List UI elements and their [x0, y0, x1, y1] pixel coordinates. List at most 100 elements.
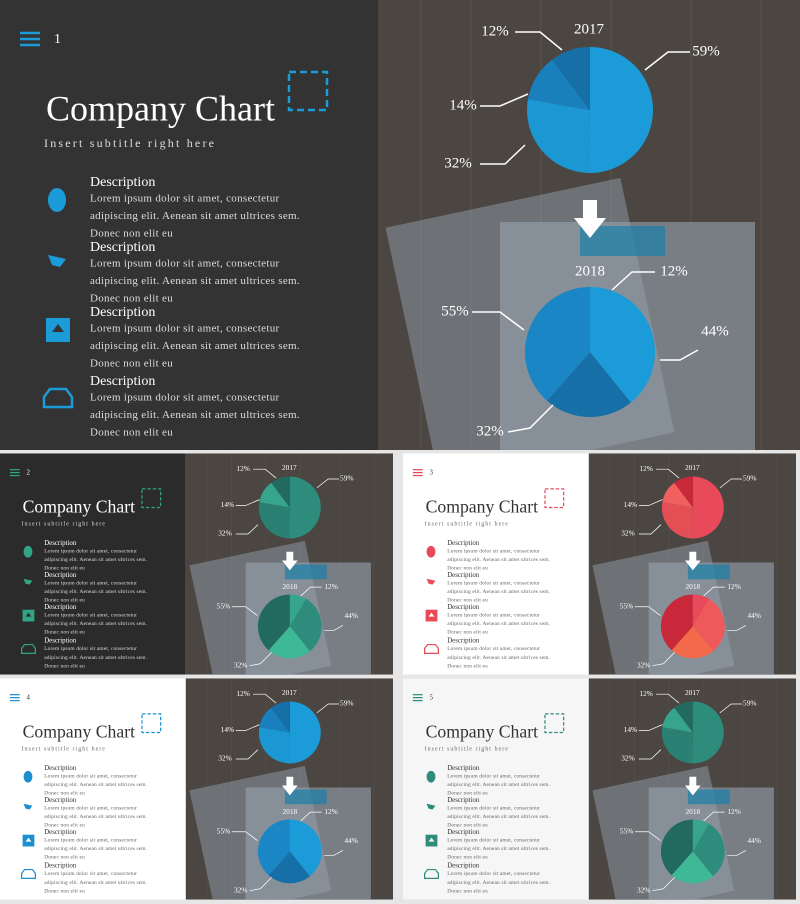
flag-icon — [426, 803, 436, 814]
item-heading: Description — [44, 829, 77, 836]
pie-slice — [661, 502, 693, 539]
pie-slice — [527, 59, 590, 110]
wood-grain — [776, 678, 778, 900]
pie-title: 2018 — [685, 807, 700, 816]
pie-title: 2017 — [282, 463, 297, 472]
item-heading: Description — [44, 604, 77, 611]
leader-line — [324, 625, 344, 631]
pie-label: 12% — [660, 263, 688, 279]
pie-slice — [674, 701, 693, 733]
pie-label: 12% — [727, 582, 741, 591]
item-text: Lorem ipsum dolor sit amet, consectetur — [44, 773, 137, 779]
item-text: adipiscing elit. Aenean sit amet ultrice… — [447, 880, 550, 886]
flag-icon — [426, 578, 436, 589]
pie-label: 12% — [324, 807, 338, 816]
slide-title: Company Chart — [426, 722, 538, 742]
pie-label: 59% — [743, 474, 757, 483]
leader-line — [480, 93, 529, 107]
pie-title: 2018 — [282, 582, 297, 591]
pie-slice — [590, 295, 655, 403]
item-text: Donec non elit eu — [44, 888, 85, 894]
slide: 2 Company Chart Insert subtitle right here… — [0, 453, 393, 675]
leader-line — [655, 468, 680, 479]
item-text: Lorem ipsum dolor sit amet, consectetur — [447, 646, 540, 652]
pie-label: 32% — [621, 529, 635, 538]
pie-label: 32% — [637, 885, 651, 894]
leader-line — [316, 478, 339, 489]
pie-label: 55% — [217, 826, 231, 835]
item-text: adipiscing elit. Aenean sit amet ultrice… — [447, 557, 550, 563]
tray-icon — [424, 868, 439, 880]
pie-slice — [661, 727, 693, 764]
flag-icon — [23, 803, 33, 814]
item-text: adipiscing elit. Aenean sit amet ultrice… — [447, 621, 550, 627]
wood-grain — [373, 453, 375, 675]
leader-line — [249, 877, 272, 892]
item-text: adipiscing elit. Aenean sit amet ultrice… — [44, 621, 147, 627]
pie-label: 59% — [340, 474, 354, 483]
item-text: Donec non elit eu — [447, 566, 488, 572]
slide-title: Company Chart — [23, 497, 135, 517]
pie-label: 12% — [236, 464, 250, 473]
item-text: Lorem ipsum dolor sit amet, consectetur — [44, 837, 137, 843]
pie-label: 14% — [221, 500, 235, 509]
wood-grain — [776, 453, 778, 675]
item-heading: Description — [447, 604, 480, 611]
left-panel — [403, 678, 589, 900]
pie-label: 12% — [727, 807, 741, 816]
leader-line — [235, 749, 259, 760]
pie-slice — [552, 47, 590, 110]
leader-line — [515, 31, 563, 51]
item-text: Lorem ipsum dolor sit amet, consectetur — [447, 837, 540, 843]
pie-label: 14% — [449, 97, 477, 113]
slide: 1 Company Chart Insert subtitle right here… — [0, 0, 800, 450]
item-text: adipiscing elit. Aenean sit amet ultrice… — [44, 782, 147, 788]
item-text: Lorem ipsum dolor sit amet, consectetur — [447, 773, 540, 779]
leader-line — [252, 693, 277, 704]
slide-subtitle: Insert subtitle right here — [22, 522, 106, 528]
pie-slice — [271, 701, 290, 733]
item-heading: Description — [90, 240, 155, 255]
upload-arrow — [25, 612, 32, 617]
accent-square — [287, 70, 329, 112]
mouse-icon — [426, 545, 436, 558]
item-text: Donec non elit eu — [90, 228, 173, 240]
item-text: Lorem ipsum dolor sit amet, consectetur — [44, 612, 137, 618]
pie-label: 32% — [476, 423, 504, 439]
item-text: Donec non elit eu — [90, 358, 173, 370]
document-header — [687, 789, 730, 805]
pie-label: 32% — [621, 754, 635, 763]
item-heading: Description — [447, 572, 480, 579]
leader-line — [719, 478, 742, 489]
slide-subtitle: Insert subtitle right here — [425, 747, 509, 753]
pie-slice — [692, 819, 709, 852]
item-text: Donec non elit eu — [90, 293, 173, 305]
pie-label: 59% — [340, 699, 354, 708]
item-text: Donec non elit eu — [44, 566, 85, 572]
item-text: Lorem ipsum dolor sit amet, consectetur — [90, 193, 280, 205]
item-text: Donec non elit eu — [90, 427, 173, 439]
flag-icon — [48, 255, 66, 275]
slide-subtitle: Insert subtitle right here — [425, 522, 509, 528]
item-text: Lorem ipsum dolor sit amet, consectetur — [447, 580, 540, 586]
item-text: adipiscing elit. Aenean sit amet ultrice… — [44, 589, 147, 595]
leader-line — [727, 850, 747, 856]
pie-slice — [259, 482, 290, 508]
pie-slice — [662, 707, 693, 733]
pie-label: 32% — [637, 660, 651, 669]
leader-line — [235, 724, 260, 731]
pie-slice — [671, 851, 713, 884]
item-text: adipiscing elit. Aenean sit amet ultrice… — [447, 589, 550, 595]
accent-square — [544, 713, 565, 734]
item-text: Donec non elit eu — [44, 630, 85, 636]
left-panel — [403, 453, 589, 675]
slide-title: Company Chart — [23, 722, 135, 742]
leader-line — [507, 404, 554, 433]
mouse-icon — [426, 770, 436, 783]
item-text: Donec non elit eu — [44, 663, 85, 669]
item-text: Lorem ipsum dolor sit amet, consectetur — [44, 871, 137, 877]
pie-label: 55% — [620, 826, 634, 835]
down-arrow — [574, 200, 606, 238]
pie-slice — [527, 99, 590, 173]
item-heading: Description — [90, 305, 155, 320]
